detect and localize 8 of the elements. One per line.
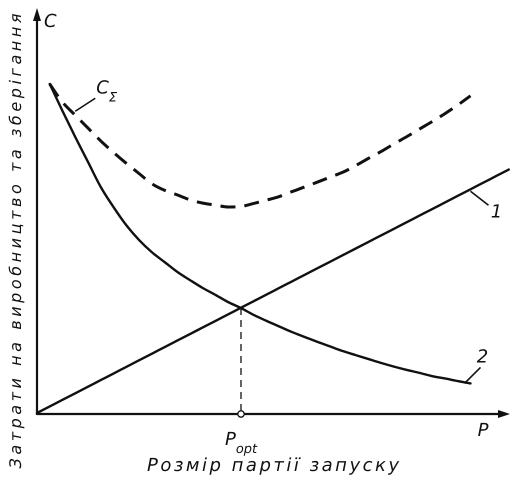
text: P$_{opt}$ — [224, 429, 258, 456]
series-label: C$_{Σ}$ — [96, 77, 118, 105]
x-axis-title: Розмір партії запуску — [147, 455, 400, 476]
text: P — [478, 420, 489, 441]
legend-label: 1 — [490, 201, 502, 222]
text: C — [44, 11, 57, 32]
series-label: 2 — [476, 346, 488, 368]
y-axis-title: Затрати на виробництво та зберігання — [6, 13, 25, 468]
